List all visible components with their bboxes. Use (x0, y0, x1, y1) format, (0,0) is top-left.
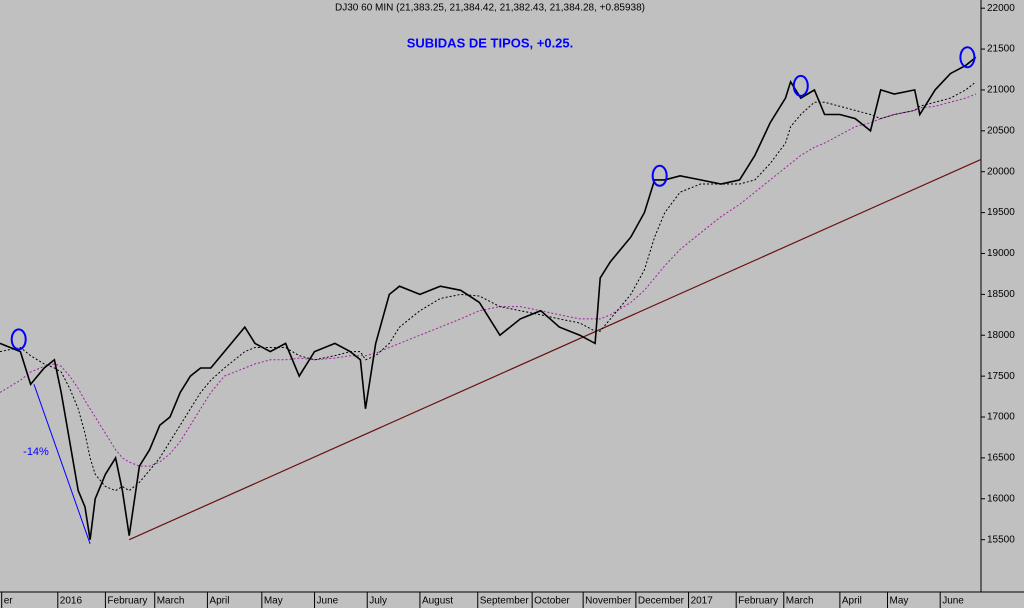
y-tick-label: 16500 (987, 453, 1015, 464)
drawdown-label: -14% (23, 446, 49, 458)
x-tick-label: April (842, 596, 862, 607)
x-tick-label: July (369, 596, 387, 607)
chart-title: DJ30 60 MIN (21,383.25, 21,384.42, 21,38… (335, 3, 645, 14)
y-tick-label: 17000 (987, 412, 1015, 423)
y-tick-label: 22000 (987, 3, 1015, 14)
y-tick-label: 19500 (987, 207, 1015, 218)
x-tick-label: 2016 (60, 596, 83, 607)
x-tick-label: March (157, 596, 185, 607)
y-tick-label: 16000 (987, 493, 1015, 504)
x-tick-label: October (534, 596, 570, 607)
y-tick-label: 18000 (987, 330, 1015, 341)
x-tick-label: February (107, 596, 147, 607)
x-tick-label: March (786, 596, 814, 607)
x-tick-label: June (942, 596, 964, 607)
highlight-circle (792, 74, 809, 97)
y-tick-label: 20500 (987, 125, 1015, 136)
x-tick-label: November (585, 596, 632, 607)
x-tick-label: May (264, 596, 283, 607)
y-tick-label: 21500 (987, 44, 1015, 55)
price-series (0, 56, 977, 540)
annotation: SUBIDAS DE TIPOS, +0.25. (407, 35, 574, 50)
price-series (0, 93, 977, 467)
x-tick-label: December (638, 596, 685, 607)
price-series (0, 81, 977, 492)
drawdown-line (33, 384, 91, 544)
x-tick-label: April (209, 596, 229, 607)
x-tick-label: 2017 (691, 596, 714, 607)
y-tick-label: 19000 (987, 248, 1015, 259)
x-tick-label: February (738, 596, 778, 607)
trend-line (128, 158, 982, 541)
x-tick-label: September (480, 596, 530, 607)
x-tick-label: August (422, 596, 453, 607)
y-tick-label: 17500 (987, 371, 1015, 382)
x-tick-label: er (4, 596, 14, 607)
highlight-circle (10, 328, 27, 351)
x-tick-label: June (317, 596, 339, 607)
y-tick-label: 20000 (987, 166, 1015, 177)
highlight-circle (651, 164, 668, 187)
y-tick-label: 21000 (987, 85, 1015, 96)
y-tick-label: 18500 (987, 289, 1015, 300)
x-tick-label: May (889, 596, 908, 607)
y-tick-label: 15500 (987, 534, 1015, 545)
highlight-circle (959, 46, 976, 69)
